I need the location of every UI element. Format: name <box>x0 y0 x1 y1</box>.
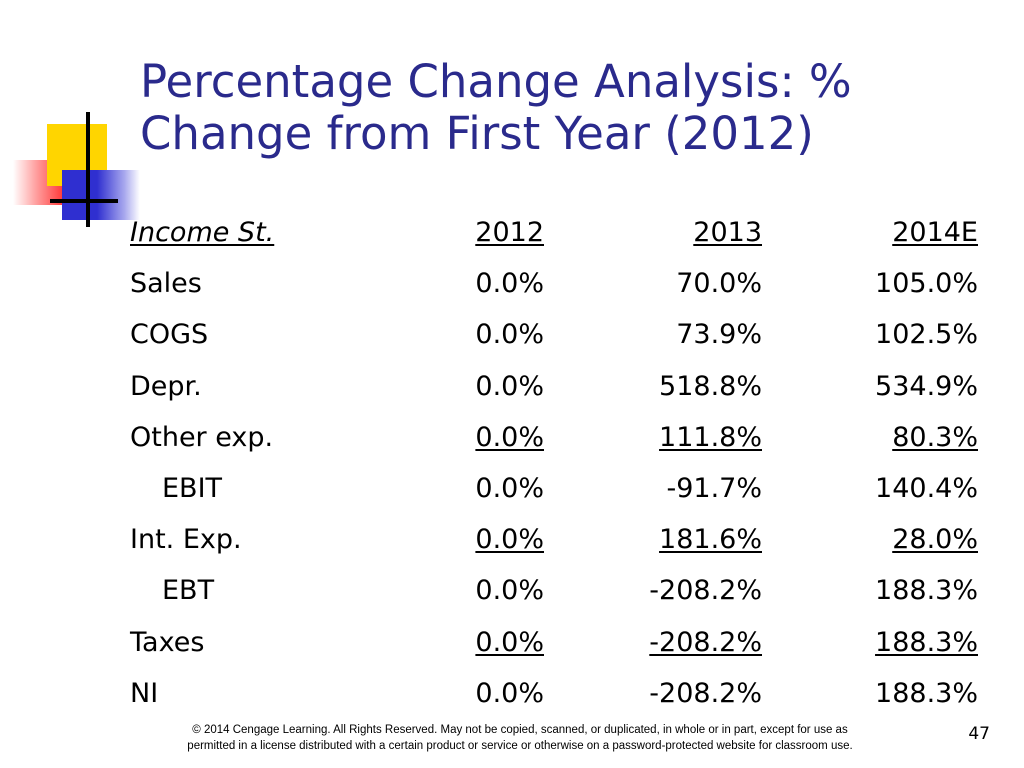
footer-line-1: © 2014 Cengage Learning. All Rights Rese… <box>192 724 848 736</box>
cell-2013: 70.0% <box>676 268 762 300</box>
row-label: Taxes <box>130 626 205 658</box>
slide-title-line-1: Percentage Change Analysis: % <box>140 55 852 108</box>
cell-2012: 0.0% <box>475 677 544 709</box>
cell-2013: 518.8% <box>659 370 762 402</box>
table-row-sales: Sales 0.0% 70.0% 105.0% <box>128 262 984 313</box>
cell-2013: 111.8% <box>659 421 762 453</box>
decorative-horizontal-line <box>50 199 118 203</box>
cell-2014e: 534.9% <box>875 370 978 402</box>
slide-title: Percentage Change Analysis: % Change fro… <box>140 56 1000 160</box>
cell-2012: 0.0% <box>475 524 544 556</box>
table-row-ni: NI 0.0% -208.2% 188.3% <box>128 672 984 723</box>
header-year-2014e: 2014E <box>892 217 978 248</box>
table-row-ebit: EBIT 0.0% -91.7% 140.4% <box>128 467 984 518</box>
table-row-depr: Depr. 0.0% 518.8% 534.9% <box>128 365 984 416</box>
cell-2012: 0.0% <box>475 575 544 607</box>
cell-2013: -208.2% <box>649 575 762 607</box>
table-row-ebt: EBT 0.0% -208.2% 188.3% <box>128 569 984 620</box>
table-row-cogs: COGS 0.0% 73.9% 102.5% <box>128 313 984 364</box>
cell-2014e: 188.3% <box>875 677 978 709</box>
header-year-2013: 2013 <box>693 217 762 248</box>
cell-2013: 73.9% <box>676 319 762 351</box>
cell-2013: -208.2% <box>649 626 762 658</box>
row-label: Depr. <box>130 370 202 402</box>
cell-2012: 0.0% <box>475 319 544 351</box>
row-label: NI <box>130 677 159 709</box>
slide-title-line-2: Change from First Year (2012) <box>140 107 814 160</box>
header-year-2012: 2012 <box>475 217 544 248</box>
row-label: EBIT <box>162 472 223 504</box>
table-row-int-exp: Int. Exp. 0.0% 181.6% 28.0% <box>128 518 984 569</box>
row-label: Other exp. <box>130 421 274 453</box>
footer-line-2: permitted in a license distributed with … <box>187 740 853 752</box>
cell-2012: 0.0% <box>475 370 544 402</box>
cell-2014e: 188.3% <box>875 575 978 607</box>
cell-2013: 181.6% <box>659 524 762 556</box>
cell-2014e: 140.4% <box>875 472 978 504</box>
cell-2013: -91.7% <box>666 472 762 504</box>
row-label: EBT <box>162 575 215 607</box>
table-row-other-exp: Other exp. 0.0% 111.8% 80.3% <box>128 416 984 467</box>
cell-2012: 0.0% <box>475 421 544 453</box>
cell-2014e: 102.5% <box>875 319 978 351</box>
cell-2014e: 28.0% <box>892 524 978 556</box>
table-header-row: Income St. 2012 2013 2014E <box>128 211 984 262</box>
cell-2014e: 105.0% <box>875 268 978 300</box>
decorative-vertical-line <box>86 112 90 227</box>
row-label: COGS <box>130 319 209 351</box>
cell-2012: 0.0% <box>475 472 544 504</box>
table-row-taxes: Taxes 0.0% -208.2% 188.3% <box>128 621 984 672</box>
row-label: Sales <box>130 268 202 300</box>
header-income-statement: Income St. <box>130 217 275 248</box>
copyright-footer: © 2014 Cengage Learning. All Rights Rese… <box>140 722 900 754</box>
percentage-change-table: Income St. 2012 2013 2014E Sales 0.0% 70… <box>128 211 984 723</box>
decorative-blue-block <box>62 170 140 220</box>
cell-2014e: 80.3% <box>892 421 978 453</box>
cell-2012: 0.0% <box>475 268 544 300</box>
page-number: 47 <box>968 724 990 744</box>
cell-2012: 0.0% <box>475 626 544 658</box>
cell-2013: -208.2% <box>649 677 762 709</box>
cell-2014e: 188.3% <box>875 626 978 658</box>
row-label: Int. Exp. <box>130 524 242 556</box>
